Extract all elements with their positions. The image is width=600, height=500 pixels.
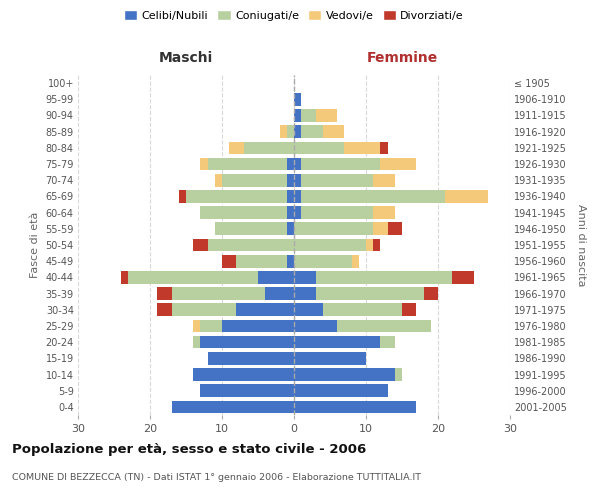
Bar bbox=[222, 255, 236, 268]
Bar bbox=[287, 190, 294, 202]
Bar bbox=[373, 174, 395, 186]
Legend: Celibi/Nubili, Coniugati/e, Vedovi/e, Divorziati/e: Celibi/Nubili, Coniugati/e, Vedovi/e, Di… bbox=[122, 8, 466, 24]
Bar bbox=[301, 158, 380, 170]
Bar bbox=[236, 304, 294, 316]
Bar bbox=[380, 142, 388, 154]
Bar bbox=[294, 288, 316, 300]
Bar bbox=[424, 288, 438, 300]
Bar bbox=[294, 336, 380, 348]
Bar bbox=[294, 271, 316, 283]
Bar bbox=[323, 126, 344, 138]
Bar bbox=[222, 320, 294, 332]
Bar bbox=[445, 190, 488, 202]
Bar bbox=[294, 400, 416, 413]
Bar bbox=[337, 320, 431, 332]
Bar bbox=[294, 238, 366, 252]
Bar bbox=[193, 336, 200, 348]
Bar bbox=[294, 158, 301, 170]
Bar bbox=[244, 142, 294, 154]
Bar bbox=[287, 174, 294, 186]
Bar bbox=[215, 222, 287, 235]
Bar bbox=[200, 384, 294, 397]
Bar bbox=[287, 255, 294, 268]
Bar bbox=[395, 368, 402, 381]
Bar bbox=[344, 142, 380, 154]
Bar bbox=[200, 158, 208, 170]
Bar bbox=[294, 142, 344, 154]
Bar bbox=[373, 222, 388, 235]
Bar bbox=[208, 158, 287, 170]
Text: Popolazione per età, sesso e stato civile - 2006: Popolazione per età, sesso e stato civil… bbox=[12, 442, 366, 456]
Bar bbox=[208, 238, 294, 252]
Bar bbox=[186, 190, 287, 202]
Bar bbox=[316, 109, 337, 122]
Y-axis label: Anni di nascita: Anni di nascita bbox=[577, 204, 586, 286]
Bar bbox=[402, 304, 416, 316]
Bar bbox=[323, 304, 402, 316]
Bar bbox=[294, 206, 301, 219]
Bar bbox=[301, 126, 323, 138]
Text: Maschi: Maschi bbox=[159, 52, 213, 66]
Bar bbox=[452, 271, 474, 283]
Bar bbox=[287, 222, 294, 235]
Bar bbox=[280, 126, 287, 138]
Bar bbox=[179, 190, 186, 202]
Bar bbox=[128, 271, 258, 283]
Bar bbox=[373, 206, 395, 219]
Bar bbox=[121, 271, 128, 283]
Bar bbox=[172, 288, 265, 300]
Text: Femmine: Femmine bbox=[367, 52, 437, 66]
Bar bbox=[229, 142, 244, 154]
Bar bbox=[316, 288, 424, 300]
Bar bbox=[301, 190, 445, 202]
Bar bbox=[380, 336, 395, 348]
Bar bbox=[193, 368, 294, 381]
Bar bbox=[301, 109, 316, 122]
Bar bbox=[287, 206, 294, 219]
Bar bbox=[172, 304, 236, 316]
Bar bbox=[157, 304, 172, 316]
Bar bbox=[258, 271, 294, 283]
Bar bbox=[380, 158, 416, 170]
Bar bbox=[352, 255, 359, 268]
Bar bbox=[294, 174, 301, 186]
Bar bbox=[301, 206, 373, 219]
Bar bbox=[294, 304, 323, 316]
Bar bbox=[366, 238, 373, 252]
Bar bbox=[294, 222, 373, 235]
Bar bbox=[193, 238, 208, 252]
Bar bbox=[236, 255, 287, 268]
Bar bbox=[294, 126, 301, 138]
Bar bbox=[157, 288, 172, 300]
Bar bbox=[294, 255, 352, 268]
Bar bbox=[200, 206, 287, 219]
Bar bbox=[294, 320, 337, 332]
Bar bbox=[265, 288, 294, 300]
Bar bbox=[294, 368, 395, 381]
Bar bbox=[294, 109, 301, 122]
Bar bbox=[200, 336, 294, 348]
Bar bbox=[287, 158, 294, 170]
Y-axis label: Fasce di età: Fasce di età bbox=[30, 212, 40, 278]
Bar bbox=[316, 271, 452, 283]
Bar bbox=[373, 238, 380, 252]
Bar bbox=[172, 400, 294, 413]
Bar bbox=[215, 174, 222, 186]
Text: COMUNE DI BEZZECCA (TN) - Dati ISTAT 1° gennaio 2006 - Elaborazione TUTTITALIA.I: COMUNE DI BEZZECCA (TN) - Dati ISTAT 1° … bbox=[12, 472, 421, 482]
Bar bbox=[294, 190, 301, 202]
Bar bbox=[193, 320, 200, 332]
Bar bbox=[287, 126, 294, 138]
Bar bbox=[294, 352, 366, 364]
Bar bbox=[200, 320, 222, 332]
Bar bbox=[294, 93, 301, 106]
Bar bbox=[294, 384, 388, 397]
Bar bbox=[222, 174, 287, 186]
Bar bbox=[301, 174, 373, 186]
Bar bbox=[208, 352, 294, 364]
Bar bbox=[388, 222, 402, 235]
